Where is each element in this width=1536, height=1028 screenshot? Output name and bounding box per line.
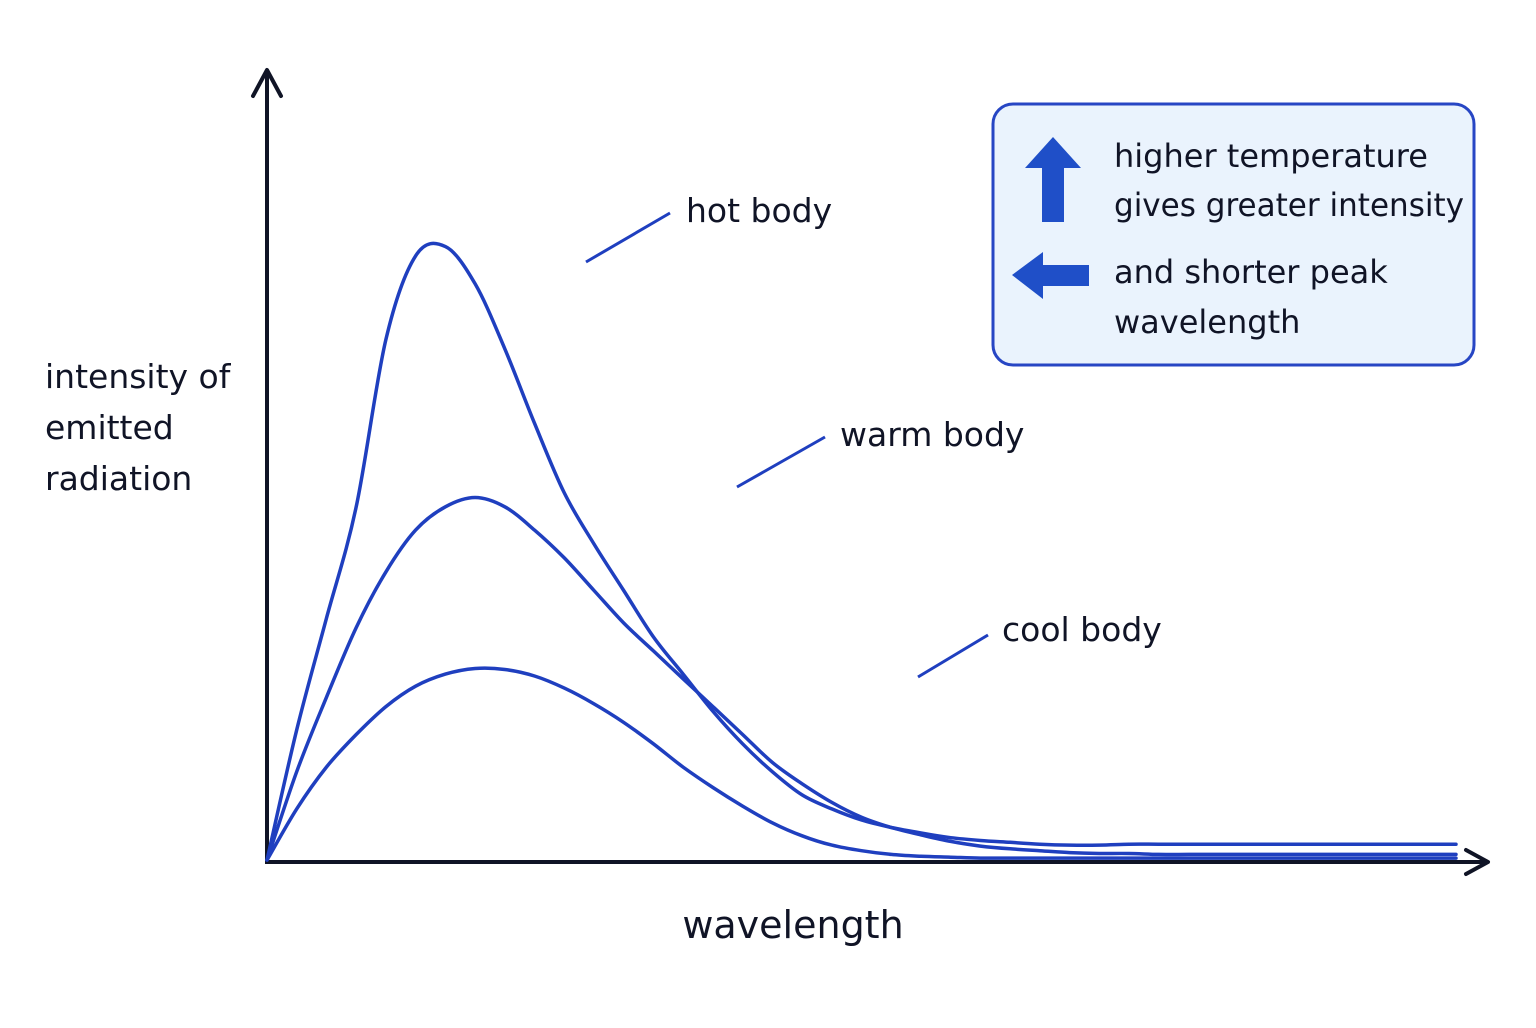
annotation-line-2: gives greater intensity bbox=[1114, 186, 1464, 224]
series-label-cool-body: cool body bbox=[1002, 610, 1162, 649]
y-axis-label-line-2: emitted bbox=[45, 408, 174, 447]
series-label-warm-body: warm body bbox=[840, 415, 1024, 454]
annotation-line-1: higher temperature bbox=[1114, 137, 1428, 175]
series-line-warm-body bbox=[265, 495, 1458, 862]
left-arrow-icon bbox=[1012, 252, 1089, 299]
y-axis-label-line-1: intensity of bbox=[45, 357, 232, 396]
up-arrow-icon bbox=[1025, 137, 1081, 222]
annotation-box: higher temperature gives greater intensi… bbox=[991, 102, 1476, 367]
x-axis-arrowhead bbox=[1464, 848, 1490, 876]
x-axis-label: wavelength bbox=[682, 903, 903, 947]
series-label-hot-body: hot body bbox=[686, 191, 832, 230]
annotation-line-3: and shorter peak bbox=[1114, 253, 1388, 291]
annotation-line-4: wavelength bbox=[1114, 303, 1300, 341]
hot-body-leader-line bbox=[585, 211, 671, 264]
cool-body-leader-line bbox=[917, 633, 989, 679]
y-axis-arrowhead bbox=[251, 68, 283, 98]
series-line-hot-body bbox=[265, 241, 1458, 862]
annotation-box-background bbox=[991, 102, 1476, 367]
y-axis-label-line-3: radiation bbox=[45, 459, 192, 498]
series-line-cool-body bbox=[265, 666, 1458, 862]
series-layer bbox=[265, 241, 1458, 862]
warm-body-leader-line bbox=[736, 435, 826, 489]
